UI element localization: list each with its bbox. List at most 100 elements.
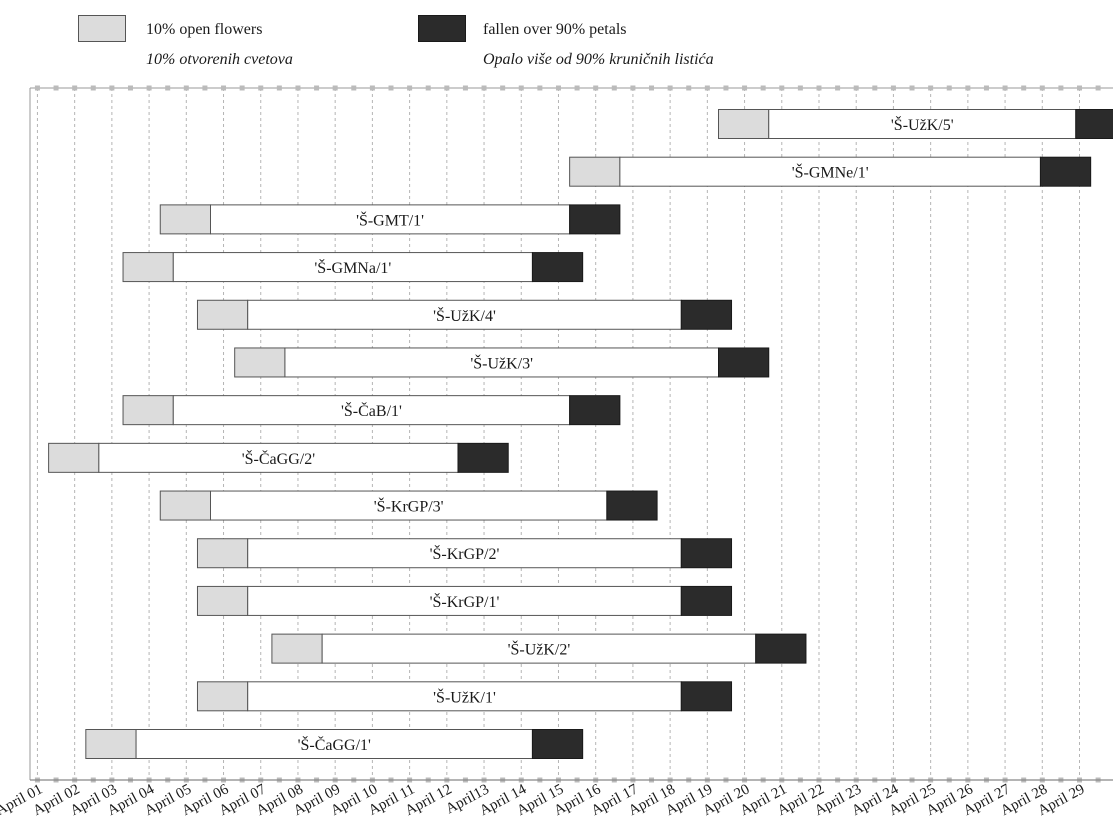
top-tick-marker	[109, 85, 115, 91]
top-tick-marker	[146, 85, 152, 91]
bar-open-segment	[196, 681, 249, 712]
top-tick-marker	[295, 85, 301, 91]
bar-fallen-segment	[531, 252, 584, 283]
bar-label: 'Š-ČaGG/1'	[298, 735, 371, 754]
top-tick-marker	[34, 85, 40, 91]
bar-flowering-segment	[619, 156, 1041, 187]
bar-open-segment	[159, 204, 212, 235]
top-tick-marker	[555, 85, 561, 91]
top-tick-marker	[500, 85, 506, 91]
top-tick-marker	[1002, 85, 1008, 91]
bar-label: 'Š-UžK/3'	[470, 353, 533, 372]
top-tick-marker	[258, 85, 264, 91]
bar-fallen-segment	[680, 538, 733, 569]
top-tick-marker	[928, 85, 934, 91]
bar-fallen-segment	[569, 204, 621, 235]
bar-open-segment	[196, 585, 249, 616]
top-tick-marker	[518, 85, 524, 91]
bar-fallen-segment	[680, 585, 733, 616]
legend-sublabel-open: 10% otvorenih cvetova	[146, 51, 293, 68]
bar-fallen-segment	[1075, 109, 1113, 139]
legend-label-fallen: fallen over 90% petals	[483, 21, 627, 38]
bar-label: 'Š-UžK/1'	[433, 687, 496, 706]
top-tick-marker	[407, 85, 413, 91]
top-tick-marker	[909, 85, 915, 91]
top-tick-marker	[425, 85, 431, 91]
bar-open-segment	[569, 156, 621, 187]
legend-swatch-open	[78, 15, 126, 42]
top-tick-marker	[760, 85, 766, 91]
top-tick-marker	[72, 85, 78, 91]
bar-label: 'Š-GMT/1'	[356, 210, 424, 229]
top-tick-marker	[630, 85, 636, 91]
top-tick-marker	[965, 85, 971, 91]
bar-open-segment	[85, 729, 137, 759]
top-tick-marker	[1021, 85, 1027, 91]
bar-flowering-segment	[768, 109, 1077, 139]
top-tick-marker	[797, 85, 803, 91]
bar-open-segment	[48, 442, 100, 473]
top-tick-marker	[127, 85, 133, 91]
top-tick-marker	[649, 85, 655, 91]
bar-label: 'Š-UžK/4'	[433, 306, 496, 325]
bar-flowering-segment	[135, 729, 533, 759]
bar-open-segment	[122, 252, 174, 283]
top-tick-marker	[779, 85, 785, 91]
top-tick-marker	[90, 85, 96, 91]
bar-flowering-segment	[210, 204, 571, 235]
top-tick-marker	[314, 85, 320, 91]
top-tick-marker	[221, 85, 227, 91]
bar-fallen-segment	[606, 490, 658, 521]
top-tick-marker	[723, 85, 729, 91]
top-tick-marker	[183, 85, 189, 91]
bar-label: 'Š-UžK/5'	[891, 115, 954, 134]
legend-swatch-fallen	[418, 15, 466, 42]
bar-open-segment	[159, 490, 212, 521]
top-tick-marker	[1077, 85, 1083, 91]
top-tick-marker	[444, 85, 450, 91]
bar-label: 'Š-UžK/2'	[508, 640, 571, 659]
top-tick-marker	[537, 85, 543, 91]
top-tick-marker	[1058, 85, 1064, 91]
top-tick-marker	[835, 85, 841, 91]
bar-label: 'Š-KrGP/2'	[430, 544, 500, 563]
bar-flowering-segment	[172, 252, 533, 283]
top-tick-marker	[983, 85, 989, 91]
top-tick-marker	[872, 85, 878, 91]
top-tick-marker	[1039, 85, 1045, 91]
top-tick-marker	[667, 85, 673, 91]
bar-open-segment	[196, 538, 249, 569]
top-tick-marker	[276, 85, 282, 91]
bar-label: 'Š-KrGP/1'	[430, 592, 500, 611]
bar-fallen-segment	[718, 347, 770, 378]
legend-sublabel-fallen: Opalo više od 90% kruničnih listića	[483, 51, 714, 68]
bar-fallen-segment	[680, 299, 733, 330]
bar-label: 'Š-GMNa/1'	[314, 258, 391, 277]
top-tick-marker	[481, 85, 487, 91]
top-tick-marker	[890, 85, 896, 91]
top-tick-marker	[946, 85, 952, 91]
bar-label: 'Š-KrGP/3'	[374, 497, 444, 516]
top-tick-marker	[351, 85, 357, 91]
bar-fallen-segment	[755, 633, 807, 664]
top-tick-marker	[332, 85, 338, 91]
legend-label-open: 10% open flowers	[146, 21, 263, 38]
bar-fallen-segment	[1039, 156, 1092, 187]
top-tick-marker	[574, 85, 580, 91]
top-tick-marker	[388, 85, 394, 91]
top-tick-marker	[202, 85, 208, 91]
bar-open-segment	[196, 299, 249, 330]
top-tick-marker	[1095, 85, 1101, 91]
bar-label: 'Š-ČaGG/2'	[242, 449, 315, 468]
top-tick-marker	[593, 85, 599, 91]
bar-fallen-segment	[680, 681, 733, 712]
top-tick-marker	[369, 85, 375, 91]
top-tick-marker	[686, 85, 692, 91]
top-tick-marker	[165, 85, 171, 91]
top-tick-marker	[853, 85, 859, 91]
top-tick-marker	[704, 85, 710, 91]
bar-open-segment	[718, 109, 770, 139]
bar-flowering-segment	[172, 395, 571, 426]
bar-label: 'Š-ČaB/1'	[341, 401, 402, 420]
